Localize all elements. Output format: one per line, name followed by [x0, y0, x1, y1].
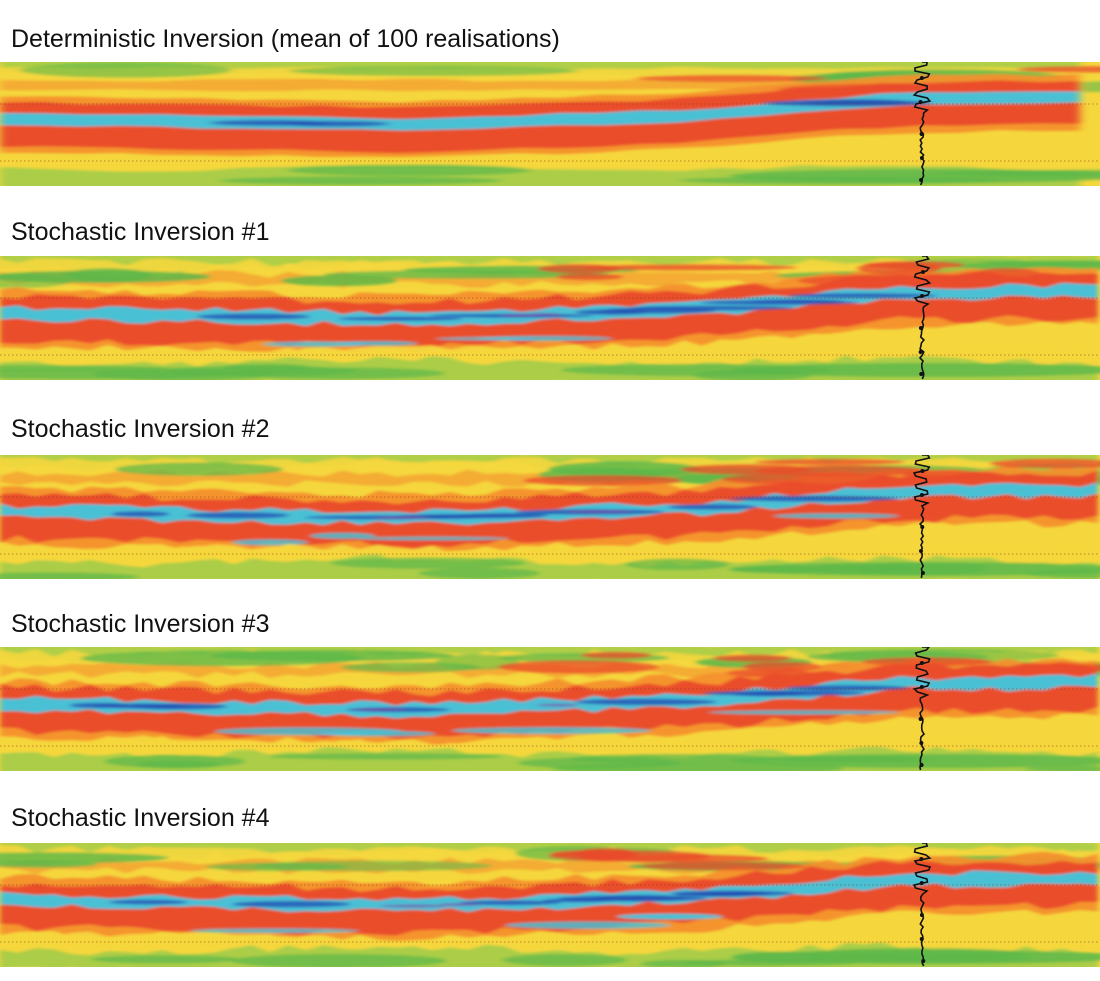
inversion-section-2 — [0, 455, 1100, 579]
panel-title-deterministic: Deterministic Inversion (mean of 100 rea… — [11, 25, 560, 53]
panel-title-stochastic-4: Stochastic Inversion #4 — [11, 804, 270, 832]
inversion-panel-deterministic — [0, 62, 1100, 186]
well-log-trace-icon — [913, 256, 932, 380]
well-log-trace-icon — [912, 843, 932, 967]
panel-title-stochastic-1: Stochastic Inversion #1 — [11, 218, 270, 246]
inversion-panel-stochastic-1 — [0, 256, 1100, 380]
inversion-section-4 — [0, 843, 1100, 967]
inversion-panel-stochastic-3 — [0, 647, 1100, 771]
panel-title-stochastic-2: Stochastic Inversion #2 — [11, 415, 270, 443]
well-log-trace-icon — [912, 647, 931, 771]
inversion-panel-stochastic-2 — [0, 455, 1100, 579]
well-log-trace-icon — [912, 455, 931, 579]
inversion-panel-stochastic-4 — [0, 843, 1100, 967]
inversion-section-3 — [0, 647, 1100, 771]
well-log-trace-icon — [912, 62, 932, 186]
panel-title-stochastic-3: Stochastic Inversion #3 — [11, 610, 270, 638]
inversion-section-0 — [0, 62, 1100, 186]
inversion-section-1 — [0, 256, 1100, 380]
